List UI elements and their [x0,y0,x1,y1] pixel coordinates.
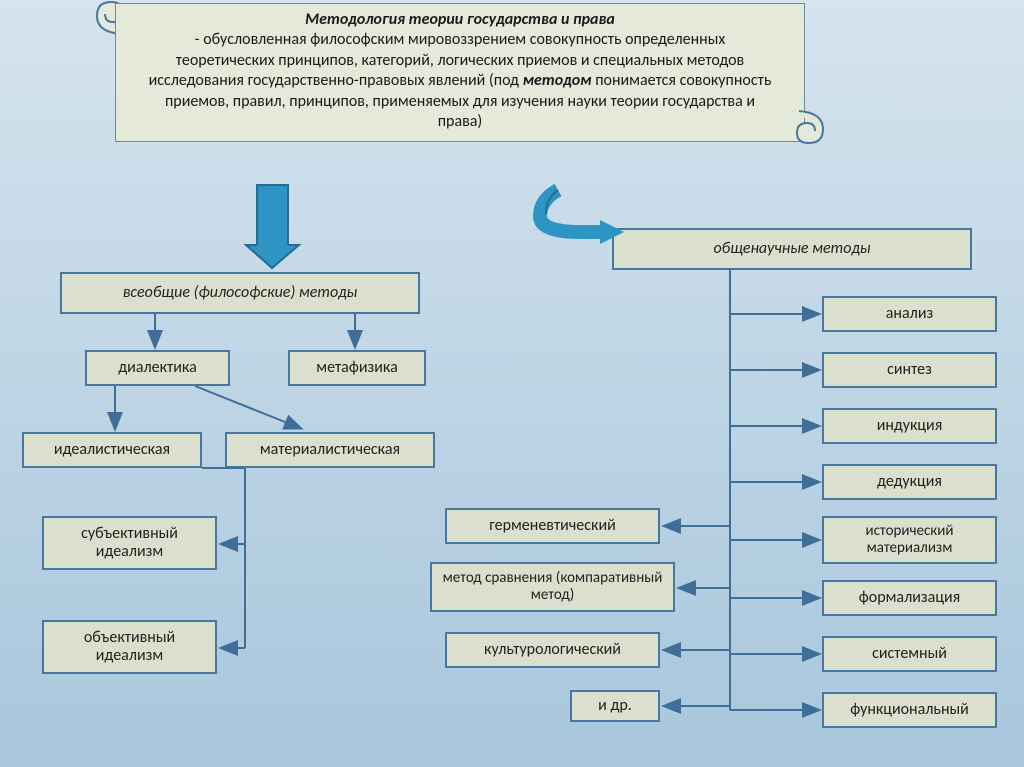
box-deduction: дедукция [822,464,997,500]
box-synthesis: синтез [822,352,997,388]
box-functional: функциональный [822,692,997,728]
box-formalization: формализация [822,580,997,616]
box-hermeneutic: герменевтический [445,508,660,544]
scroll-curl-right-icon [789,109,829,149]
box-culturological: культурологический [445,632,660,668]
header-body: Методология теории государства и права -… [115,3,805,142]
box-induction: индукция [822,408,997,444]
box-general-methods: общенаучные методы [612,228,972,270]
box-obj-idealism: объективный идеализм [42,620,217,674]
box-hist-mat: исторический материализм [822,516,997,564]
box-metaphysics: метафизика [288,350,426,386]
header-title: Методология теории государства и права [144,10,776,30]
box-comparison: метод сравнения (компаративный метод) [430,562,675,612]
box-analysis: анализ [822,296,997,332]
big-arrow-left-icon [246,185,299,268]
header-subtitle: - обусловленная философским мировоззрени… [144,30,776,132]
box-materialistic: материалистическая [225,432,435,468]
box-etc: и др. [570,690,660,722]
box-dialectics: диалектика [85,350,230,386]
box-subj-idealism: субъективный идеализм [42,516,217,570]
box-idealistic: идеалистическая [22,432,202,468]
box-systemic: системный [822,636,997,672]
header-scroll: Методология теории государства и права -… [115,3,805,142]
box-philosophical-methods: всеобщие (философские) методы [60,272,420,314]
